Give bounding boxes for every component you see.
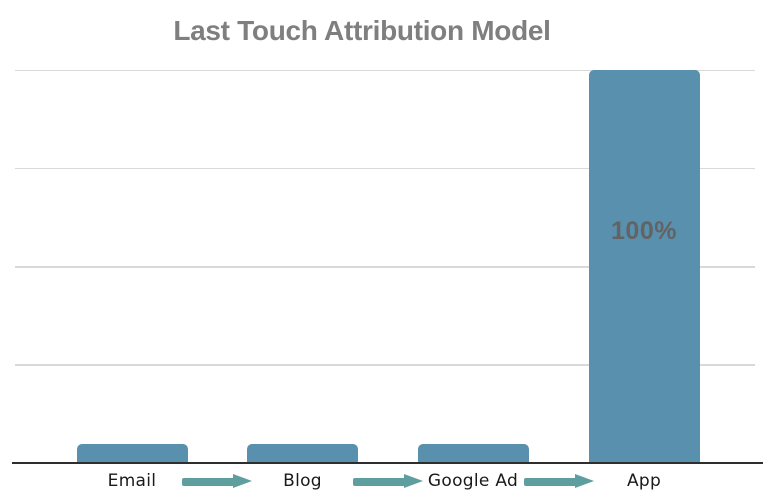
- gridline-50pct: [15, 266, 755, 268]
- flow-arrow-icon: [523, 474, 594, 489]
- x-axis-label-google-ad: Google Ad: [427, 471, 519, 491]
- bar-value-label: 100%: [611, 217, 677, 245]
- bar-blog: [247, 444, 358, 463]
- flow-arrow-shaft: [182, 477, 236, 486]
- flow-arrow-head: [403, 474, 423, 488]
- gridline-75pct: [15, 167, 755, 170]
- bar-app: 100%: [588, 70, 700, 463]
- flow-arrow-icon: [352, 474, 423, 489]
- flow-arrow-shaft: [352, 477, 406, 486]
- gridline-25pct: [15, 364, 755, 366]
- x-axis-line: [12, 461, 763, 464]
- flow-arrow-head: [233, 474, 253, 488]
- flow-arrow-icon: [182, 474, 253, 489]
- x-axis-label-email: Email: [107, 471, 157, 491]
- chart-title: Last Touch Attribution Model: [173, 15, 551, 46]
- flow-arrow-shaft: [523, 477, 577, 486]
- bar-email: [76, 444, 188, 463]
- bar-google-ad: [417, 444, 529, 463]
- flow-arrow-head: [574, 474, 594, 488]
- x-axis: Email Blog Google Ad App: [0, 470, 772, 496]
- gridline-100pct: [15, 69, 755, 71]
- x-axis-label-app: App: [626, 471, 662, 491]
- plot-area: 100%: [15, 69, 755, 464]
- x-axis-label-blog: Blog: [283, 471, 322, 491]
